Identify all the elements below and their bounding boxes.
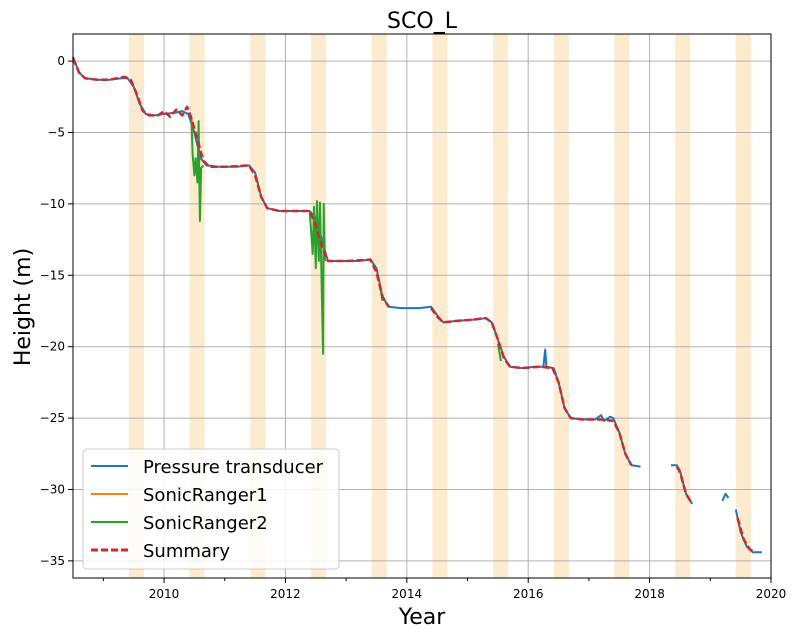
y-tick-label-3: −15 <box>40 268 65 282</box>
x-tick-label-1: 2012 <box>270 587 301 601</box>
series-layer <box>71 56 762 554</box>
legend-label-3: Summary <box>143 541 230 562</box>
series-line-sonicranger2-3 <box>496 343 502 362</box>
x-tick-label-4: 2018 <box>634 587 665 601</box>
shaded-period-10 <box>735 34 751 578</box>
series-line-sonicranger2-0 <box>190 118 205 222</box>
chart-title: SCO_L <box>387 9 458 34</box>
shaded-period-7 <box>553 34 569 578</box>
y-tick-label-4: −20 <box>40 340 65 354</box>
melt-season-shading <box>128 34 751 578</box>
shaded-period-5 <box>432 34 448 578</box>
legend-box <box>82 448 340 570</box>
shaded-period-4 <box>371 34 387 578</box>
y-axis-ticks: 0 −5 −10 −15 −20 −25 −30 −35 <box>40 54 73 568</box>
series-line-pressure-transducer-2 <box>721 492 730 502</box>
x-tick-label-5: 2020 <box>756 587 787 601</box>
shaded-period-9 <box>675 34 691 578</box>
series-line-summary-0 <box>71 57 390 308</box>
shaded-period-0 <box>128 34 145 578</box>
x-tick-label-0: 2010 <box>149 587 180 601</box>
series-line-summary-2 <box>675 466 694 505</box>
legend-label-2: SonicRanger2 <box>143 513 268 534</box>
y-tick-label-0: 0 <box>57 54 65 68</box>
legend-label-0: Pressure transducer <box>143 457 324 478</box>
x-axis-ticks: 2010 2012 2014 2016 2018 2020 <box>102 578 787 601</box>
series-line-summary-1 <box>430 307 633 466</box>
x-tick-label-2: 2014 <box>392 587 423 601</box>
y-tick-label-6: −30 <box>40 482 65 496</box>
legend-label-1: SonicRanger1 <box>143 485 268 506</box>
plot-frame <box>72 33 772 579</box>
y-axis-label: Height (m) <box>11 248 36 366</box>
y-tick-label-2: −10 <box>40 197 65 211</box>
shaded-period-6 <box>493 34 509 578</box>
shaded-period-8 <box>614 34 630 578</box>
x-tick-label-3: 2016 <box>513 587 544 601</box>
y-tick-label-1: −5 <box>47 126 65 140</box>
y-tick-label-7: −35 <box>40 554 65 568</box>
y-tick-label-5: −25 <box>40 411 65 425</box>
legend: Pressure transducer SonicRanger1 SonicRang… <box>82 448 340 570</box>
shaded-period-3 <box>310 34 327 578</box>
x-axis-label: Year <box>398 605 447 630</box>
series-line-summary-3 <box>736 517 754 553</box>
